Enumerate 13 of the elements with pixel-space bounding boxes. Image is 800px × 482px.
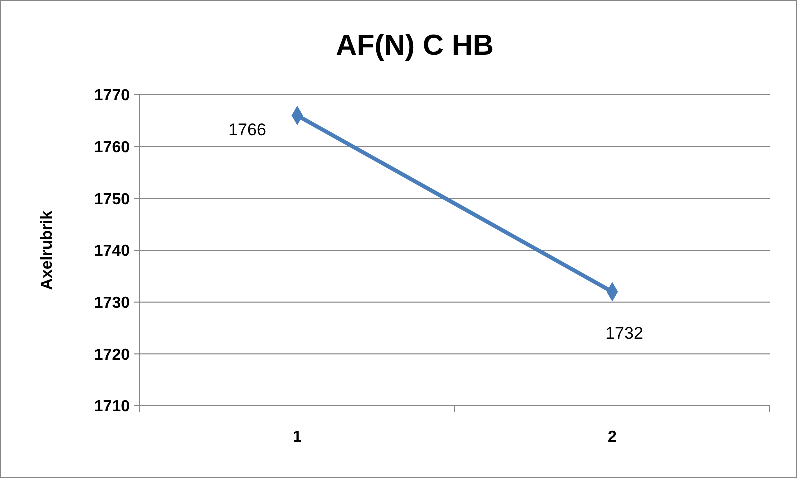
data-label: 1732 bbox=[606, 324, 644, 343]
y-tick-label: 1740 bbox=[94, 243, 130, 260]
y-axis-title: Axelrubrik bbox=[39, 210, 56, 290]
y-tick-label: 1770 bbox=[94, 88, 130, 105]
y-tick-label: 1760 bbox=[94, 139, 130, 156]
data-label: 1766 bbox=[228, 120, 266, 140]
chart-title: AF(N) C HB bbox=[336, 30, 494, 62]
y-tick-label: 1710 bbox=[94, 398, 130, 416]
y-tick-label: 1750 bbox=[94, 191, 130, 208]
y-tick-label: 1720 bbox=[94, 346, 130, 364]
x-tick-label: 2 bbox=[608, 429, 618, 446]
x-tick-label: 1 bbox=[293, 429, 302, 446]
y-tick-label: 1730 bbox=[94, 294, 130, 312]
